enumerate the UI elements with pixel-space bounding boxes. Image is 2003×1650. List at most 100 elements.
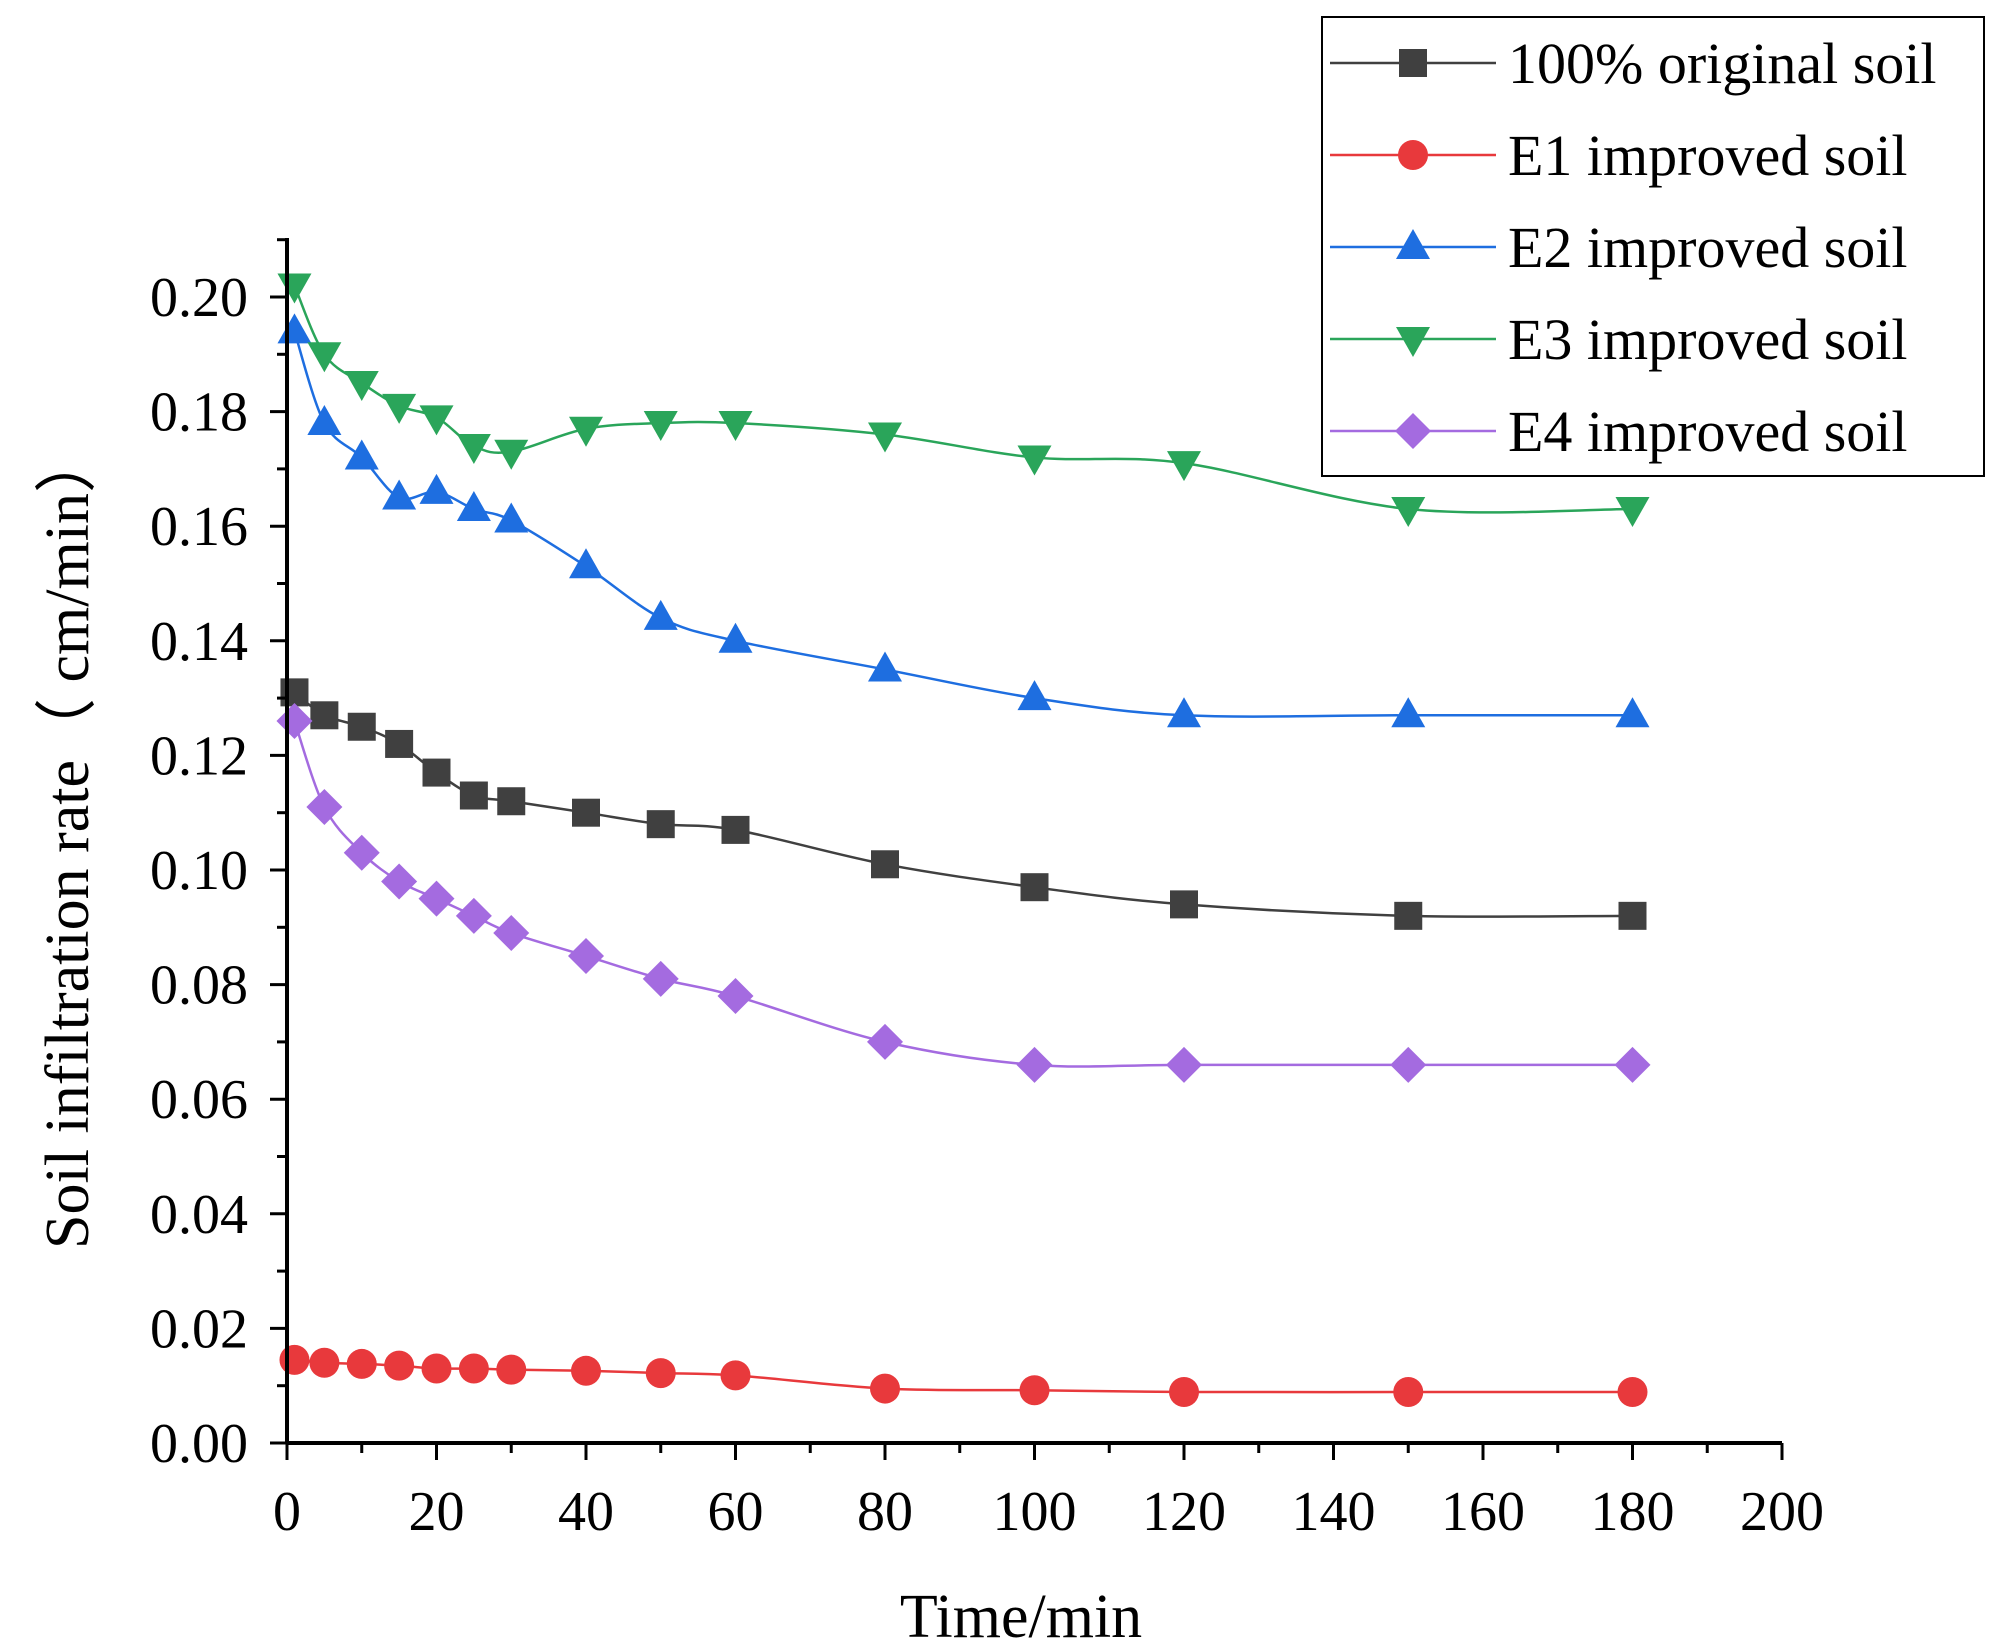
- data-point: [645, 1358, 676, 1389]
- series-1: [280, 678, 1647, 930]
- data-point: [419, 473, 454, 504]
- data-point: [1169, 1377, 1199, 1408]
- data-point: [496, 1354, 527, 1385]
- data-point: [458, 1353, 489, 1384]
- legend-label: E2 improved soil: [1508, 215, 1908, 280]
- legend-marker: [1398, 140, 1428, 170]
- data-point: [871, 850, 899, 879]
- y-tick-label: 0.02: [150, 1298, 248, 1360]
- data-point: [494, 439, 529, 470]
- data-point: [1618, 901, 1647, 930]
- y-tick-label: 0.20: [150, 267, 248, 329]
- legend-label: 100% original soil: [1508, 31, 1937, 96]
- legend-item: E4 improved soil: [1330, 399, 1908, 464]
- y-tick-label: 0.00: [150, 1413, 248, 1475]
- data-point: [277, 273, 312, 304]
- x-tick-label: 80: [857, 1481, 913, 1543]
- x-axis-title: Time/min: [900, 1583, 1142, 1650]
- x-tick-label: 100: [993, 1481, 1077, 1543]
- data-point: [385, 729, 414, 758]
- data-point: [1019, 1375, 1050, 1406]
- data-point: [382, 479, 417, 510]
- x-tick-label: 200: [1740, 1481, 1824, 1543]
- y-tick-label: 0.04: [150, 1184, 248, 1246]
- series-3: [277, 313, 1650, 728]
- data-point: [306, 788, 343, 825]
- data-point: [1020, 873, 1049, 902]
- y-tick-label: 0.16: [150, 496, 248, 558]
- data-point: [868, 651, 902, 682]
- data-point: [718, 411, 753, 442]
- data-point: [494, 502, 529, 533]
- data-point: [346, 1348, 377, 1379]
- data-point: [1614, 1046, 1651, 1083]
- series-layer: [276, 273, 1651, 1408]
- data-point: [1394, 901, 1423, 930]
- data-point: [569, 548, 603, 579]
- y-tick-label: 0.10: [150, 840, 248, 902]
- data-point: [572, 798, 600, 827]
- data-point: [1017, 445, 1052, 476]
- data-point: [868, 422, 902, 453]
- legend: 100% original soil E1 improved soil E2 imp…: [1321, 16, 1985, 477]
- x-ticks: 0 20 40 60 80 100 120 140 160 180 200: [273, 1443, 1824, 1543]
- legend-marker: [1395, 413, 1431, 449]
- data-point: [381, 863, 418, 900]
- data-point: [1167, 451, 1201, 482]
- data-point: [493, 915, 530, 952]
- series-line: [294, 1358, 1633, 1394]
- legend-label: E3 improved soil: [1508, 307, 1908, 372]
- x-tick-label: 140: [1292, 1481, 1376, 1543]
- data-point: [717, 978, 754, 1015]
- y-tick-label: 0.06: [150, 1069, 248, 1131]
- data-point: [867, 1023, 903, 1060]
- x-tick-label: 40: [558, 1481, 614, 1543]
- data-point: [1390, 1046, 1427, 1083]
- legend-items: 100% original soil E1 improved soil E2 imp…: [1330, 31, 1937, 464]
- y-tick-label: 0.18: [150, 382, 248, 444]
- series-4: [277, 273, 1650, 528]
- data-point: [276, 703, 313, 740]
- data-point: [721, 815, 750, 844]
- data-point: [1016, 1046, 1053, 1083]
- data-point: [870, 1373, 900, 1404]
- y-tick-label: 0.14: [150, 611, 248, 673]
- data-point: [307, 405, 342, 436]
- data-point: [310, 701, 339, 730]
- series-line: [293, 720, 1633, 1068]
- data-point: [1391, 697, 1426, 728]
- data-point: [1017, 680, 1052, 711]
- data-point: [720, 1360, 751, 1391]
- data-point: [569, 416, 603, 447]
- data-point: [1166, 1046, 1202, 1083]
- data-point: [456, 491, 491, 522]
- x-tick-label: 180: [1591, 1481, 1675, 1543]
- y-tick-label: 0.12: [150, 725, 248, 787]
- data-point: [643, 411, 678, 442]
- data-point: [382, 393, 417, 424]
- series-5: [276, 703, 1651, 1083]
- data-point: [343, 834, 380, 871]
- data-point: [718, 622, 753, 653]
- data-point: [1170, 890, 1198, 919]
- legend-item: 100% original soil: [1330, 31, 1937, 96]
- data-point: [344, 370, 379, 401]
- legend-label: E1 improved soil: [1508, 123, 1908, 188]
- data-point: [571, 1355, 601, 1386]
- data-point: [307, 342, 342, 373]
- data-point: [384, 1350, 415, 1381]
- y-tick-label: 0.08: [150, 955, 248, 1017]
- data-point: [497, 787, 526, 816]
- data-point: [456, 433, 491, 464]
- y-ticks: 0.00 0.02 0.04 0.06 0.08 0.10 0.12 0.14 0.16 0.18…: [150, 238, 287, 1475]
- legend-item: E1 improved soil: [1330, 123, 1908, 188]
- y-axis-title: Soil infiltration rate（ cm/min）: [34, 431, 102, 1249]
- data-point: [455, 897, 492, 934]
- legend-marker: [1396, 327, 1430, 357]
- series-line: [293, 691, 1633, 918]
- data-point: [344, 439, 379, 470]
- x-tick-label: 0: [273, 1481, 301, 1543]
- x-tick-label: 20: [409, 1481, 465, 1543]
- data-point: [1393, 1377, 1424, 1408]
